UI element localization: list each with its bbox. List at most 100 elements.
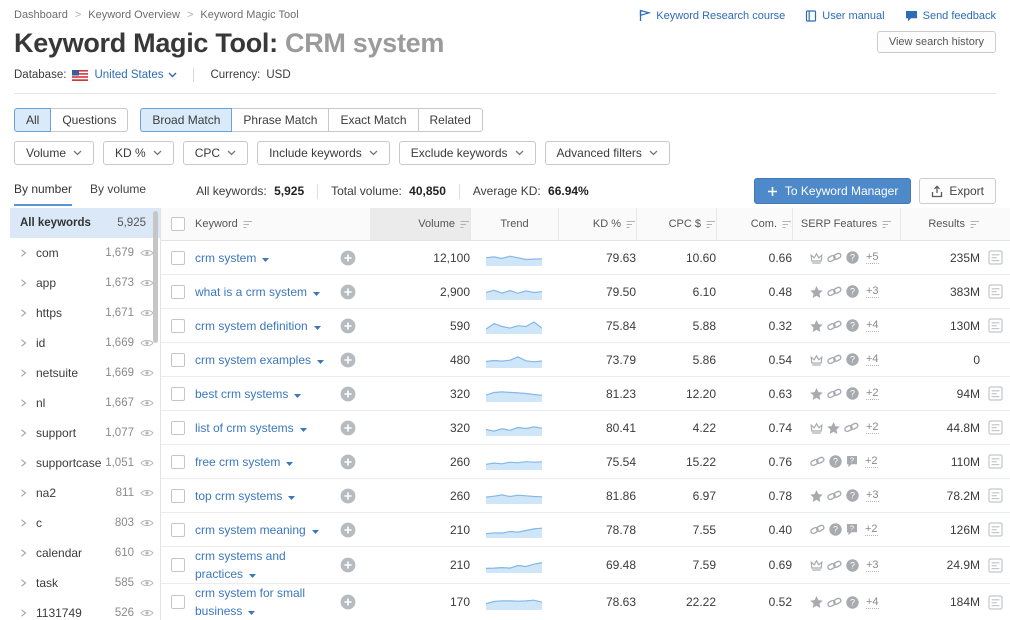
sidebar-group-item[interactable]: id 1,669 — [10, 328, 160, 358]
caret-down-icon[interactable] — [248, 611, 256, 615]
eye-icon[interactable] — [140, 548, 154, 558]
header-keyword[interactable]: Keyword — [195, 208, 340, 240]
sidebar-group-item[interactable]: 1131749 526 — [10, 598, 160, 620]
row-checkbox[interactable] — [171, 352, 185, 367]
row-checkbox[interactable] — [171, 522, 185, 537]
export-button[interactable]: Export — [919, 178, 996, 204]
serp-source-icon[interactable] — [987, 454, 1003, 469]
sidebar-item-all-keywords[interactable]: All keywords 5,925 — [10, 208, 160, 238]
tab-by-number[interactable]: By number — [14, 182, 73, 206]
add-keyword-button[interactable] — [340, 318, 356, 334]
row-checkbox[interactable] — [171, 386, 185, 401]
select-all-checkbox[interactable] — [171, 217, 185, 231]
caret-down-icon[interactable] — [262, 257, 270, 262]
keyword-link[interactable]: free crm system — [195, 454, 281, 469]
serp-more-link[interactable]: +3 — [866, 558, 879, 572]
match-tab-related[interactable]: Related — [417, 108, 483, 132]
eye-icon[interactable] — [140, 248, 154, 258]
sidebar-group-item[interactable]: supportcase 1,051 — [10, 448, 160, 478]
filter-exclude-keywords[interactable]: Exclude keywords — [398, 141, 536, 165]
row-checkbox[interactable] — [171, 420, 185, 435]
add-keyword-button[interactable] — [340, 454, 356, 470]
caret-down-icon[interactable] — [317, 359, 325, 364]
serp-more-link[interactable]: +2 — [865, 523, 878, 536]
keyword-link[interactable]: crm system definition — [195, 318, 308, 333]
serp-more-link[interactable]: +4 — [866, 319, 879, 332]
serp-source-icon[interactable] — [987, 594, 1003, 610]
keyword-link[interactable]: crm systems and practices — [195, 549, 286, 581]
database-select[interactable]: United States — [94, 69, 177, 81]
row-checkbox[interactable] — [171, 454, 185, 469]
row-checkbox[interactable] — [171, 488, 185, 503]
serp-more-link[interactable]: +2 — [865, 455, 878, 468]
breadcrumb-item[interactable]: Keyword Magic Tool — [200, 9, 299, 21]
serp-more-link[interactable]: +3 — [866, 285, 879, 298]
sidebar-group-item[interactable]: com 1,679 — [10, 238, 160, 268]
eye-icon[interactable] — [140, 338, 154, 348]
serp-more-link[interactable]: +2 — [866, 421, 879, 434]
filter-advanced-filters[interactable]: Advanced filters — [544, 141, 670, 165]
eye-icon[interactable] — [140, 308, 154, 318]
add-keyword-button[interactable] — [340, 284, 356, 300]
serp-source-icon[interactable] — [987, 318, 1003, 333]
top-link[interactable]: User manual — [805, 10, 885, 22]
view-search-history-button[interactable]: View search history — [876, 31, 996, 53]
match-tab-questions[interactable]: Questions — [50, 108, 129, 132]
keyword-link[interactable]: list of crm systems — [195, 420, 294, 435]
eye-icon[interactable] — [140, 458, 154, 468]
add-keyword-button[interactable] — [340, 557, 356, 573]
sidebar-group-item[interactable]: support 1,077 — [10, 418, 160, 448]
header-serp-features[interactable]: SERP Features — [792, 208, 900, 240]
keyword-link[interactable]: crm system examples — [195, 352, 312, 367]
caret-down-icon[interactable] — [311, 529, 319, 534]
match-tab-all[interactable]: All — [14, 108, 52, 132]
serp-more-link[interactable]: +4 — [866, 353, 879, 366]
header-results[interactable]: Results — [900, 208, 980, 240]
add-keyword-button[interactable] — [340, 488, 356, 504]
breadcrumb-item[interactable]: Dashboard — [14, 9, 68, 21]
row-checkbox[interactable] — [171, 558, 185, 572]
sidebar-group-item[interactable]: na2 811 — [10, 478, 160, 508]
add-keyword-button[interactable] — [340, 352, 356, 368]
caret-down-icon[interactable] — [294, 393, 302, 398]
top-link[interactable]: Keyword Research course — [638, 9, 785, 22]
serp-more-link[interactable]: +3 — [866, 489, 879, 502]
caret-down-icon[interactable] — [249, 574, 257, 578]
caret-down-icon[interactable] — [286, 461, 294, 466]
sidebar-group-item[interactable]: app 1,673 — [10, 268, 160, 298]
caret-down-icon[interactable] — [313, 291, 321, 296]
serp-source-icon[interactable] — [987, 488, 1003, 503]
header-com[interactable]: Com. — [716, 208, 792, 240]
keyword-link[interactable]: top crm systems — [195, 488, 283, 503]
match-tab-broad-match[interactable]: Broad Match — [140, 108, 233, 132]
serp-source-icon[interactable] — [987, 420, 1003, 435]
serp-source-icon[interactable] — [987, 284, 1003, 299]
sidebar-group-item[interactable]: task 585 — [10, 568, 160, 598]
caret-down-icon[interactable] — [299, 427, 307, 432]
row-checkbox[interactable] — [171, 250, 185, 265]
sidebar-group-item[interactable]: nl 1,667 — [10, 388, 160, 418]
sidebar-group-item[interactable]: netsuite 1,669 — [10, 358, 160, 388]
add-keyword-button[interactable] — [340, 250, 356, 266]
header-volume[interactable]: Volume — [370, 208, 470, 240]
keyword-link[interactable]: what is a crm system — [195, 284, 308, 299]
breadcrumb-item[interactable]: Keyword Overview — [88, 9, 180, 21]
filter-volume[interactable]: Volume — [14, 141, 95, 165]
to-keyword-manager-button[interactable]: To Keyword Manager — [753, 178, 912, 204]
serp-more-link[interactable]: +2 — [866, 387, 879, 400]
sidebar-group-item[interactable]: c 803 — [10, 508, 160, 538]
filter-cpc[interactable]: CPC — [182, 141, 249, 165]
keyword-link[interactable]: crm system for small business — [195, 586, 306, 618]
serp-more-link[interactable]: +5 — [866, 251, 879, 264]
eye-icon[interactable] — [140, 488, 154, 498]
serp-source-icon[interactable] — [987, 557, 1003, 573]
filter-include-keywords[interactable]: Include keywords — [257, 141, 390, 165]
tab-by-volume[interactable]: By volume — [90, 182, 147, 196]
add-keyword-button[interactable] — [340, 386, 356, 402]
caret-down-icon[interactable] — [288, 495, 296, 500]
eye-icon[interactable] — [140, 368, 154, 378]
serp-source-icon[interactable] — [987, 386, 1003, 401]
top-link[interactable]: Send feedback — [905, 10, 996, 22]
keyword-link[interactable]: crm system meaning — [195, 522, 306, 537]
add-keyword-button[interactable] — [340, 522, 356, 538]
